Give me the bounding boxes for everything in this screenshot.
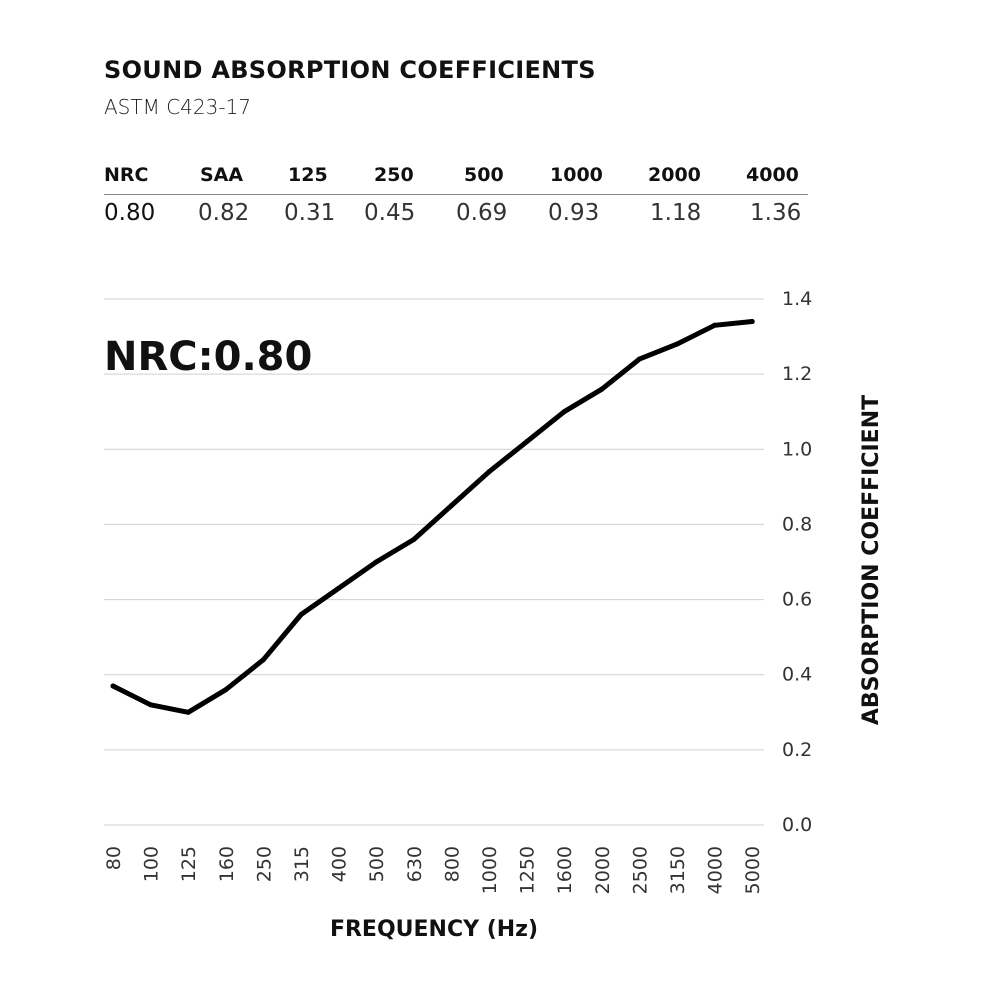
x-tick-label: 800: [441, 846, 463, 882]
series-line-absorption: [110, 319, 755, 715]
nrc-annotation: NRC:0.80: [104, 334, 312, 380]
data-point: [260, 657, 266, 663]
ratings-value-row: 0.80 0.82 0.31 0.45 0.69 0.93 1.18 1.36: [104, 200, 808, 230]
data-point: [336, 585, 342, 591]
x-tick-label: 80: [103, 846, 125, 870]
ratings-header-1000: 1000: [550, 164, 603, 186]
ratings-value-1000: 0.93: [548, 200, 600, 226]
y-tick-label: 0.4: [782, 664, 812, 686]
data-point: [749, 319, 755, 325]
y-tick-label: 0.6: [782, 589, 812, 611]
x-tick-label: 315: [291, 846, 313, 882]
x-tick-label: 250: [253, 846, 275, 882]
x-tick-label: 125: [178, 846, 200, 882]
x-tick-label: 1600: [554, 846, 576, 894]
ratings-value-250: 0.45: [364, 200, 416, 226]
data-point: [636, 356, 642, 362]
data-point: [448, 503, 454, 509]
x-tick-label: 160: [216, 846, 238, 882]
data-point: [148, 702, 154, 708]
grid-lines: [104, 298, 764, 826]
ratings-header-4000: 4000: [746, 164, 799, 186]
ratings-header-row: NRC SAA 125 250 500 1000 2000 4000: [104, 164, 808, 195]
ratings-table: NRC SAA 125 250 500 1000 2000 4000 0.80 …: [104, 164, 808, 230]
y-tick-label: 1.2: [782, 363, 812, 385]
y-axis-label: ABSORPTION COEFFICIENT: [859, 395, 884, 725]
x-tick-label: 5000: [742, 846, 764, 894]
data-point: [712, 322, 718, 328]
data-point: [373, 559, 379, 565]
x-tick-label: 400: [329, 846, 351, 882]
x-tick-label: 2000: [592, 846, 614, 894]
ratings-header-250: 250: [374, 164, 414, 186]
ratings-header-saa: SAA: [200, 164, 244, 186]
chart-title: SOUND ABSORPTION COEFFICIENTS: [104, 56, 596, 84]
ratings-header-2000: 2000: [648, 164, 701, 186]
ratings-header-125: 125: [288, 164, 328, 186]
y-tick-label: 1.0: [782, 438, 812, 460]
ratings-value-2000: 1.18: [650, 200, 702, 226]
x-tick-label: 4000: [705, 846, 727, 894]
chart-subtitle: ASTM C423-17: [104, 95, 252, 119]
y-tick-label: 1.4: [782, 288, 812, 310]
ratings-value-nrc: 0.80: [104, 200, 156, 226]
x-tick-label: 1250: [517, 846, 539, 894]
ratings-value-4000: 1.36: [750, 200, 802, 226]
data-point: [110, 683, 116, 689]
x-axis-label: FREQUENCY (Hz): [330, 917, 538, 942]
ratings-value-500: 0.69: [456, 200, 508, 226]
ratings-divider: [104, 194, 808, 195]
data-point: [185, 709, 191, 715]
y-tick-label: 0.8: [782, 513, 812, 535]
x-tick-label: 100: [141, 846, 163, 882]
data-point: [298, 612, 304, 618]
ratings-value-saa: 0.82: [198, 200, 250, 226]
y-tick-label: 0.2: [782, 739, 812, 761]
data-point: [223, 687, 229, 693]
data-point: [561, 409, 567, 415]
x-tick-label: 2500: [629, 846, 651, 894]
y-tick-label: 0.0: [782, 814, 812, 836]
ratings-header-nrc: NRC: [104, 164, 149, 186]
x-tick-label: 3150: [667, 846, 689, 894]
ratings-value-125: 0.31: [284, 200, 336, 226]
data-point: [411, 536, 417, 542]
data-points: [110, 319, 755, 715]
x-tick-label: 630: [404, 846, 426, 882]
x-tick-label: 500: [366, 846, 388, 882]
ratings-header-500: 500: [464, 164, 504, 186]
x-tick-label: 1000: [479, 846, 501, 894]
data-point: [599, 386, 605, 392]
data-point: [524, 439, 530, 445]
x-tick-labels: 80 100 125 160 250 315 400 500 630 800 1000 1250 160…: [103, 846, 764, 894]
data-point: [674, 341, 680, 347]
y-tick-labels: 0.0 0.2 0.4 0.6 0.8 1.0 1.2 1.4: [782, 288, 812, 836]
data-point: [486, 469, 492, 475]
